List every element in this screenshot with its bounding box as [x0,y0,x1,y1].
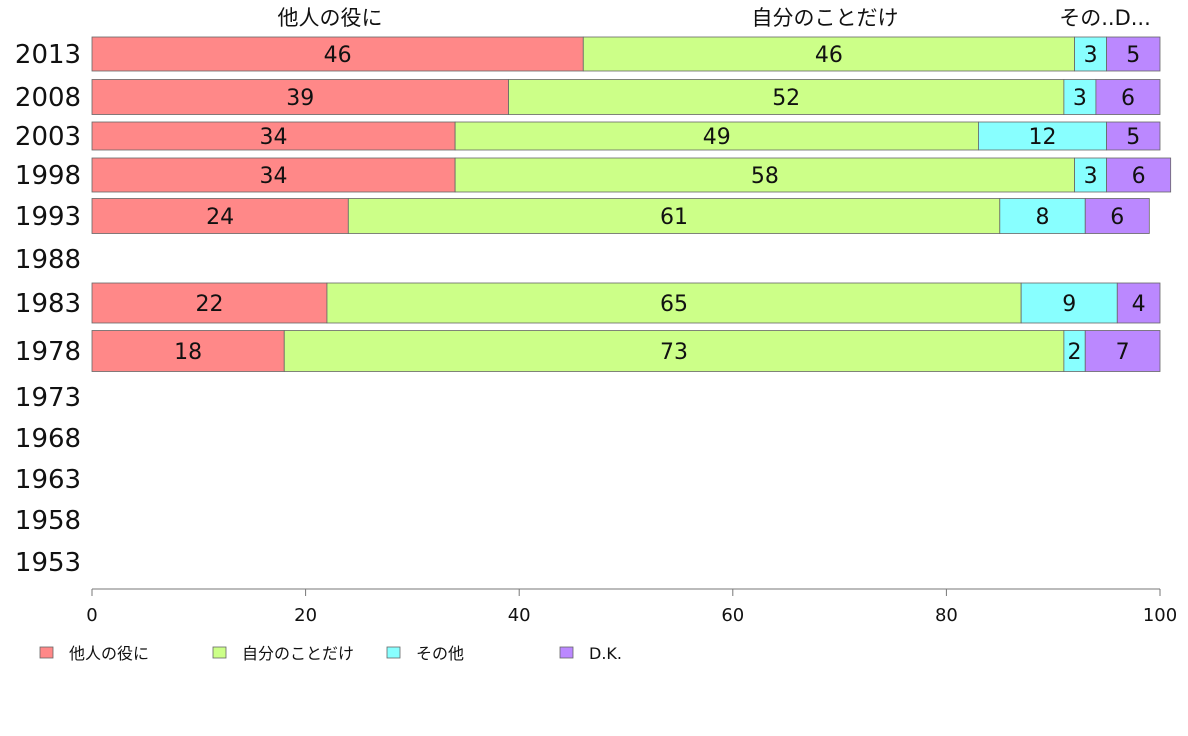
bar-value-2008-series-1: 52 [772,86,800,111]
legend-label-2: その他 [416,644,464,663]
bar-1978-series-3 [1084,330,1161,372]
bar-value-1978-series-1: 73 [660,340,688,365]
year-label-2013: 2013 [15,40,81,70]
bar-value-1998-series-3: 6 [1132,164,1146,189]
bar-value-2003-series-2: 12 [1029,125,1057,150]
bar-1998-series-0 [91,157,456,193]
bar-1983-series-1 [326,282,1022,324]
bar-value-1998-series-0: 34 [260,164,288,189]
x-tick-label-40: 40 [508,605,531,626]
bar-value-2013-series-1: 46 [815,43,843,68]
bar-value-1998-series-2: 3 [1084,164,1098,189]
bar-value-2008-series-2: 3 [1073,86,1087,111]
legend-label-1: 自分のことだけ [242,644,354,663]
bar-1998-series-3 [1106,157,1172,193]
legend-label-3: D.K. [589,644,622,663]
bar-value-1978-series-0: 18 [174,340,202,365]
bar-2008-series-1 [508,79,1065,115]
bar-1983-series-0 [91,282,328,324]
year-label-1973: 1973 [15,383,81,413]
bar-1993-series-3 [1084,198,1150,234]
bar-value-2013-series-3: 5 [1126,43,1140,68]
bar-2008-series-2 [1063,79,1097,115]
bar-1993-series-1 [347,198,1001,234]
bar-2008-series-3 [1095,79,1161,115]
bar-2013-series-3 [1106,36,1161,72]
bar-value-1998-series-1: 58 [751,164,779,189]
bar-value-1993-series-3: 6 [1110,205,1124,230]
x-tick-label-20: 20 [294,605,317,626]
year-label-1953: 1953 [15,548,81,578]
x-tick-label-80: 80 [935,605,958,626]
bar-2013-series-1 [582,36,1075,72]
bar-value-1983-series-3: 4 [1132,292,1146,317]
bar-value-1978-series-3: 7 [1116,340,1130,365]
year-label-1988: 1988 [15,245,81,275]
bar-2013-series-2 [1074,36,1108,72]
year-label-1978: 1978 [15,337,81,367]
bar-value-2003-series-0: 34 [260,125,288,150]
bar-2013-series-0 [91,36,584,72]
bar-value-1983-series-0: 22 [195,292,223,317]
year-label-1993: 1993 [15,202,81,232]
x-tick-label-100: 100 [1143,605,1177,626]
bar-2003-series-3 [1106,121,1161,151]
bar-2003-series-0 [91,121,456,151]
bar-value-1993-series-2: 8 [1036,205,1050,230]
bar-2003-series-1 [454,121,979,151]
bar-value-1993-series-1: 61 [660,205,688,230]
year-label-1968: 1968 [15,424,81,454]
legend-swatch-3 [559,646,574,659]
bar-1983-series-3 [1116,282,1161,324]
bar-1993-series-0 [91,198,349,234]
bar-1993-series-2 [999,198,1086,234]
legend-label-0: 他人の役に [69,644,149,663]
column-header-0: 他人の役に [278,6,383,30]
year-label-2008: 2008 [15,83,81,113]
bar-value-1983-series-1: 65 [660,292,688,317]
bar-value-1993-series-0: 24 [206,205,234,230]
bar-value-1978-series-2: 2 [1068,340,1082,365]
year-label-1998: 1998 [15,161,81,191]
year-label-1983: 1983 [15,289,81,319]
bar-value-2013-series-2: 3 [1084,43,1098,68]
year-label-1958: 1958 [15,506,81,536]
legend-swatch-1 [212,646,227,659]
bar-value-2003-series-3: 5 [1126,125,1140,150]
bar-1978-series-0 [91,330,285,372]
year-label-2003: 2003 [15,122,81,152]
bar-value-2008-series-0: 39 [286,86,314,111]
bar-1998-series-1 [454,157,1075,193]
legend-swatch-2 [386,646,401,659]
bar-value-2008-series-3: 6 [1121,86,1135,111]
column-header-1: 自分のことだけ [752,6,899,30]
bar-1983-series-2 [1020,282,1118,324]
year-label-1963: 1963 [15,465,81,495]
x-tick-label-0: 0 [86,605,97,626]
legend-swatch-0 [39,646,54,659]
column-header-2: その..D... [1059,6,1151,30]
bar-value-2013-series-0: 46 [324,43,352,68]
bar-value-1983-series-2: 9 [1062,292,1076,317]
bar-value-2003-series-1: 49 [703,125,731,150]
x-tick-label-60: 60 [721,605,744,626]
bar-2008-series-0 [91,79,509,115]
